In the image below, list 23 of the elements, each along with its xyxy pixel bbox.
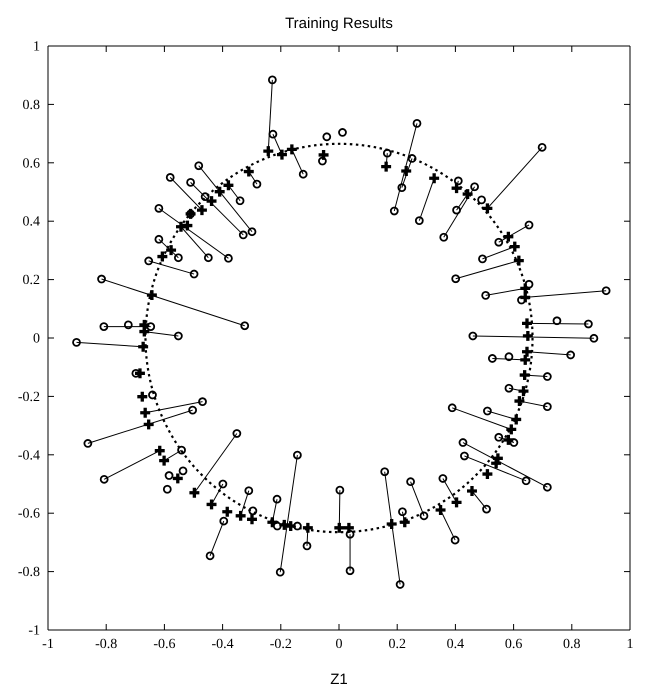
y-tick-label: -0.4	[18, 448, 40, 464]
chart-title: Training Results	[285, 15, 393, 32]
y-tick-label: -0.8	[18, 565, 40, 580]
x-tick-label: 0	[336, 636, 342, 652]
y-tick-label: 0.4	[22, 214, 40, 230]
y-tick-label: 0.8	[22, 98, 40, 113]
x-tick-label: -0.8	[95, 636, 118, 652]
y-tick-label: -0.6	[18, 506, 40, 522]
x-tick-label: 0.4	[446, 636, 464, 652]
x-tick-label: 1	[626, 636, 634, 652]
y-tick-label: -1	[28, 623, 40, 638]
y-tick-label: 1	[33, 39, 40, 54]
x-tick-label: 0.8	[563, 636, 581, 652]
y-tick-label: 0.2	[22, 273, 40, 288]
y-tick-label: 0.6	[22, 156, 40, 172]
y-tick-label: -0.2	[18, 390, 40, 405]
x-tick-label: 0.6	[504, 636, 522, 652]
x-axis-title: Z1	[330, 671, 348, 688]
x-tick-label: -0.6	[153, 636, 176, 652]
x-tick-label: -0.4	[212, 636, 234, 652]
x-tick-label: 0.2	[388, 636, 406, 652]
x-tick-label: -0.2	[270, 636, 292, 652]
y-tick-label: 0	[33, 331, 40, 346]
